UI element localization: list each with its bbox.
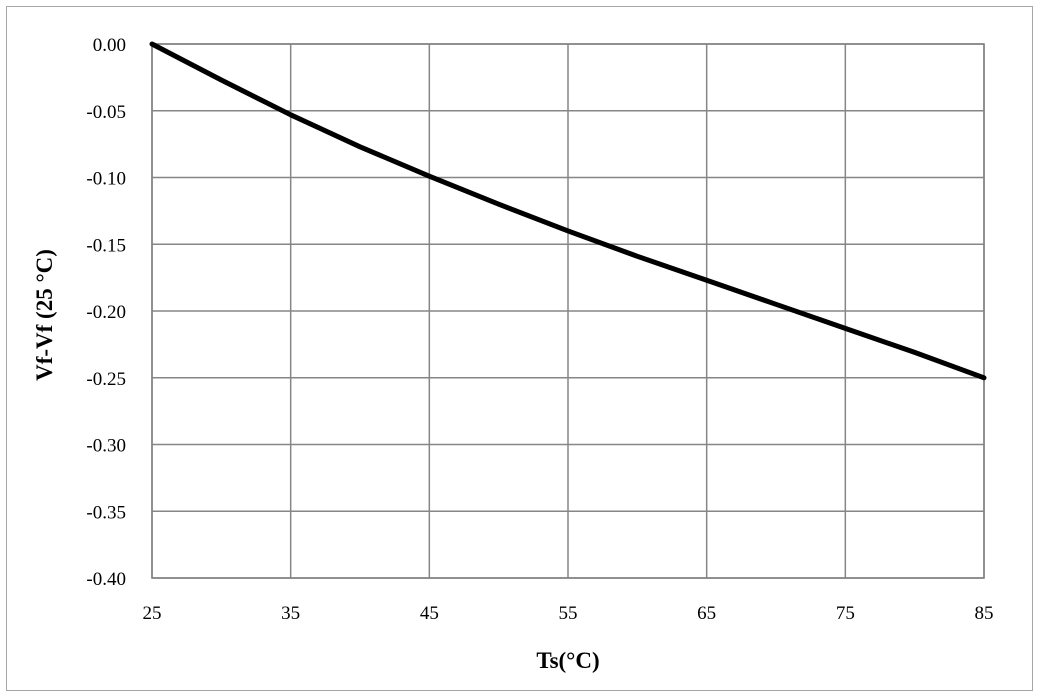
y-tick-label: -0.25 [86, 369, 126, 390]
x-tick-label: 25 [143, 603, 162, 624]
gridlines [151, 43, 985, 579]
x-axis-ticks: 25 35 45 55 65 75 85 [143, 603, 994, 624]
x-tick-label: 45 [420, 603, 439, 624]
y-tick-label: -0.40 [86, 569, 126, 590]
y-tick-label: 0.00 [93, 35, 126, 56]
x-tick-label: 55 [559, 603, 578, 624]
chart-frame [6, 6, 1033, 691]
series-line-0 [149, 41, 987, 381]
series-layer [149, 41, 987, 381]
y-tick-label: -0.30 [86, 436, 126, 457]
y-tick-label: -0.10 [86, 169, 126, 190]
y-axis-title: Vf-Vf (25 °C) [32, 249, 57, 381]
x-tick-label: 65 [697, 603, 716, 624]
y-tick-label: -0.05 [86, 102, 126, 123]
plot-area [151, 43, 985, 579]
x-tick-label: 35 [281, 603, 300, 624]
x-axis-title: Ts(°C) [536, 648, 599, 673]
y-tick-label: -0.15 [86, 235, 126, 256]
x-tick-label: 85 [975, 603, 994, 624]
y-tick-label: -0.35 [86, 502, 126, 523]
y-axis-ticks: 0.00 -0.05 -0.10 -0.15 -0.20 -0.25 -0.30 -0.35 -… [86, 35, 126, 590]
y-tick-label: -0.20 [86, 302, 126, 323]
x-tick-label: 75 [836, 603, 855, 624]
